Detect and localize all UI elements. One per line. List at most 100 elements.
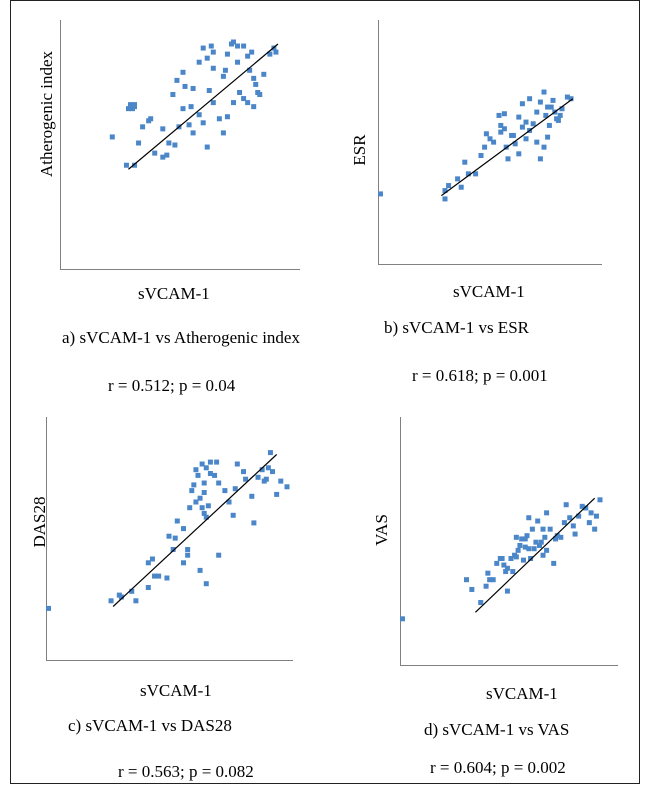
data-point-c-48 — [274, 491, 280, 497]
data-point-d-22 — [524, 533, 530, 539]
data-point-b-34 — [548, 104, 554, 110]
data-point-a-15 — [174, 77, 180, 83]
data-point-c-22 — [191, 482, 197, 488]
data-point-a-32 — [241, 43, 247, 49]
scatter-plot-a — [60, 20, 300, 270]
data-point-b-8 — [473, 171, 479, 177]
data-point-c-53 — [199, 505, 205, 511]
data-point-d-21 — [522, 544, 528, 550]
data-point-a-42 — [273, 49, 279, 55]
x-axis-label-d: sVCAM-1 — [486, 684, 558, 703]
data-point-a-16 — [180, 69, 186, 75]
data-point-c-14 — [170, 547, 176, 552]
data-point-b-10 — [482, 144, 488, 150]
data-point-a-51 — [231, 100, 236, 106]
data-point-c-20 — [187, 505, 193, 511]
data-point-b-3 — [446, 183, 452, 189]
data-point-a-27 — [224, 51, 230, 57]
data-point-d-8 — [494, 560, 500, 566]
data-point-b-26 — [527, 96, 533, 102]
data-point-c-38 — [232, 486, 238, 492]
data-point-d-47 — [586, 520, 592, 526]
stat-c: r = 0.563; p = 0.082 — [118, 762, 254, 781]
data-point-a-65 — [222, 67, 228, 73]
data-point-d-51 — [597, 497, 603, 503]
trend-line-c — [112, 454, 278, 607]
data-point-c-40 — [243, 476, 249, 482]
data-point-c-41 — [249, 493, 255, 499]
data-point-a-31 — [235, 43, 241, 49]
data-point-a-56 — [160, 154, 166, 160]
data-point-a-0 — [109, 134, 115, 140]
data-point-d-42 — [570, 523, 576, 529]
data-point-d-6 — [487, 577, 493, 583]
data-point-b-27 — [530, 121, 536, 127]
data-point-b-39 — [559, 106, 565, 112]
y-axis-label-b: ESR — [350, 134, 369, 166]
x-axis-label-b: sVCAM-1 — [453, 282, 525, 301]
data-point-a-48 — [216, 116, 222, 122]
data-point-a-18 — [188, 104, 194, 110]
data-point-d-5 — [485, 570, 491, 576]
data-point-c-10 — [156, 573, 162, 579]
data-point-a-62 — [196, 112, 202, 118]
data-point-c-59 — [193, 467, 199, 473]
data-point-d-18 — [517, 542, 523, 548]
data-point-d-48 — [588, 510, 594, 516]
data-point-a-44 — [190, 130, 196, 136]
data-point-c-34 — [214, 459, 220, 465]
data-point-b-11 — [483, 131, 489, 137]
stat-d: r = 0.604; p = 0.002 — [430, 758, 566, 777]
data-point-d-32 — [542, 534, 548, 540]
data-point-d-2 — [469, 586, 475, 592]
data-point-d-14 — [510, 569, 516, 575]
data-point-a-49 — [220, 130, 226, 136]
data-point-a-61 — [164, 152, 170, 158]
data-point-c-4 — [129, 588, 135, 594]
data-point-a-14 — [170, 92, 176, 98]
data-point-b-19 — [505, 156, 511, 162]
data-point-b-42 — [537, 156, 543, 162]
data-point-c-35 — [216, 480, 222, 486]
data-point-b-21 — [510, 132, 516, 138]
data-point-c-52 — [197, 567, 203, 573]
data-point-d-37 — [554, 533, 560, 539]
data-point-a-43 — [180, 106, 186, 112]
data-point-d-44 — [576, 513, 582, 519]
data-point-b-50 — [545, 134, 551, 140]
data-point-c-29 — [203, 514, 209, 520]
data-point-b-23 — [516, 114, 522, 120]
data-point-b-25 — [523, 119, 529, 125]
data-point-d-27 — [533, 539, 539, 545]
data-point-c-3 — [118, 594, 124, 600]
data-point-a-63 — [140, 124, 146, 130]
data-point-b-2 — [442, 188, 448, 194]
data-point-c-33 — [212, 472, 218, 478]
data-point-a-35 — [249, 49, 255, 55]
data-point-c-26 — [201, 480, 207, 486]
data-point-a-46 — [204, 144, 210, 150]
data-point-a-64 — [206, 87, 212, 93]
data-point-d-40 — [563, 502, 569, 508]
data-point-d-38 — [558, 534, 564, 540]
data-point-a-21 — [200, 45, 206, 51]
data-point-c-18 — [185, 547, 191, 552]
data-point-d-19 — [519, 536, 525, 542]
data-point-d-43 — [572, 531, 578, 537]
data-point-c-15 — [174, 518, 180, 524]
data-point-b-13 — [491, 139, 497, 145]
data-point-d-50 — [593, 513, 599, 519]
data-point-a-17 — [182, 83, 188, 89]
data-point-a-8 — [132, 162, 138, 168]
data-point-b-48 — [498, 129, 504, 135]
data-point-b-5 — [458, 184, 464, 190]
data-point-d-39 — [561, 520, 567, 526]
data-point-d-45 — [579, 503, 585, 509]
data-point-c-24 — [197, 495, 203, 501]
data-point-d-24 — [528, 556, 534, 561]
data-point-c-23 — [195, 472, 201, 478]
data-point-a-3 — [127, 102, 133, 108]
data-point-d-0 — [400, 616, 405, 622]
data-point-b-40 — [564, 94, 570, 100]
data-point-b-31 — [543, 112, 549, 118]
